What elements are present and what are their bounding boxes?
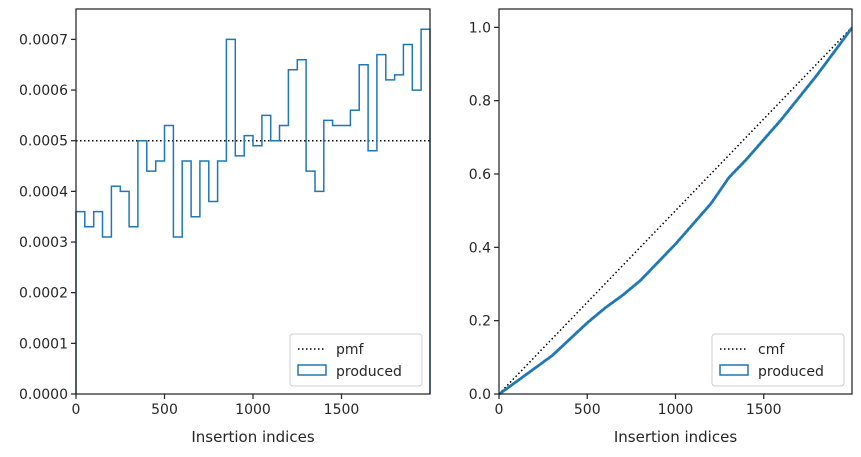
x-axis-label: Insertion indices xyxy=(614,428,737,446)
x-tick-label: 1000 xyxy=(235,402,271,418)
y-tick-label: 0.0000 xyxy=(19,387,68,403)
y-tick-label: 0.8 xyxy=(469,94,491,110)
series-produced-cumulative xyxy=(498,26,853,395)
series-produced-histogram xyxy=(75,28,431,394)
y-tick-label: 1.0 xyxy=(469,20,491,36)
left-panel-pmf: 0 500 1000 1500 0.0000 0.0001 0.0002 0.0003 0.00… xyxy=(19,8,431,446)
x-axis-label: Insertion indices xyxy=(191,428,314,446)
legend-label-cmf: cmf xyxy=(758,342,785,358)
y-tick-label: 0.0003 xyxy=(19,235,68,251)
y-tick-label: 0.2 xyxy=(469,314,491,330)
y-tick-label: 0.0005 xyxy=(19,134,68,150)
legend-box xyxy=(711,333,845,387)
x-tick-label: 0 xyxy=(495,402,504,418)
x-tick-label: 500 xyxy=(574,402,601,418)
legend-swatch-produced xyxy=(719,364,749,376)
legend-label-pmf: pmf xyxy=(336,342,365,358)
y-tick-label: 0.6 xyxy=(469,167,491,183)
y-tick-label: 0.0006 xyxy=(19,83,68,99)
x-tick-label: 1000 xyxy=(658,402,694,418)
y-tick-label: 0.0007 xyxy=(19,32,68,48)
x-tick-label: 0 xyxy=(72,402,81,418)
y-tick-label: 0.0 xyxy=(469,387,491,403)
x-tick-label: 1500 xyxy=(746,402,782,418)
x-tick-label: 1500 xyxy=(324,402,360,418)
legend-box xyxy=(289,333,423,387)
legend-swatch-produced xyxy=(297,364,327,376)
y-tick-label: 0.0002 xyxy=(19,286,68,302)
series-cmf-line xyxy=(498,26,853,395)
right-panel-cmf: 0 500 1000 1500 0.0 0.2 0.4 0.6 0.8 1.0 Insertion … xyxy=(469,8,853,446)
legend-label-produced: produced xyxy=(336,364,402,380)
y-tick-label: 0.4 xyxy=(469,240,491,256)
x-tick-label: 500 xyxy=(151,402,178,418)
legend-label-produced: produced xyxy=(758,364,824,380)
y-tick-label: 0.0004 xyxy=(19,184,68,200)
y-tick-label: 0.0001 xyxy=(19,336,68,352)
